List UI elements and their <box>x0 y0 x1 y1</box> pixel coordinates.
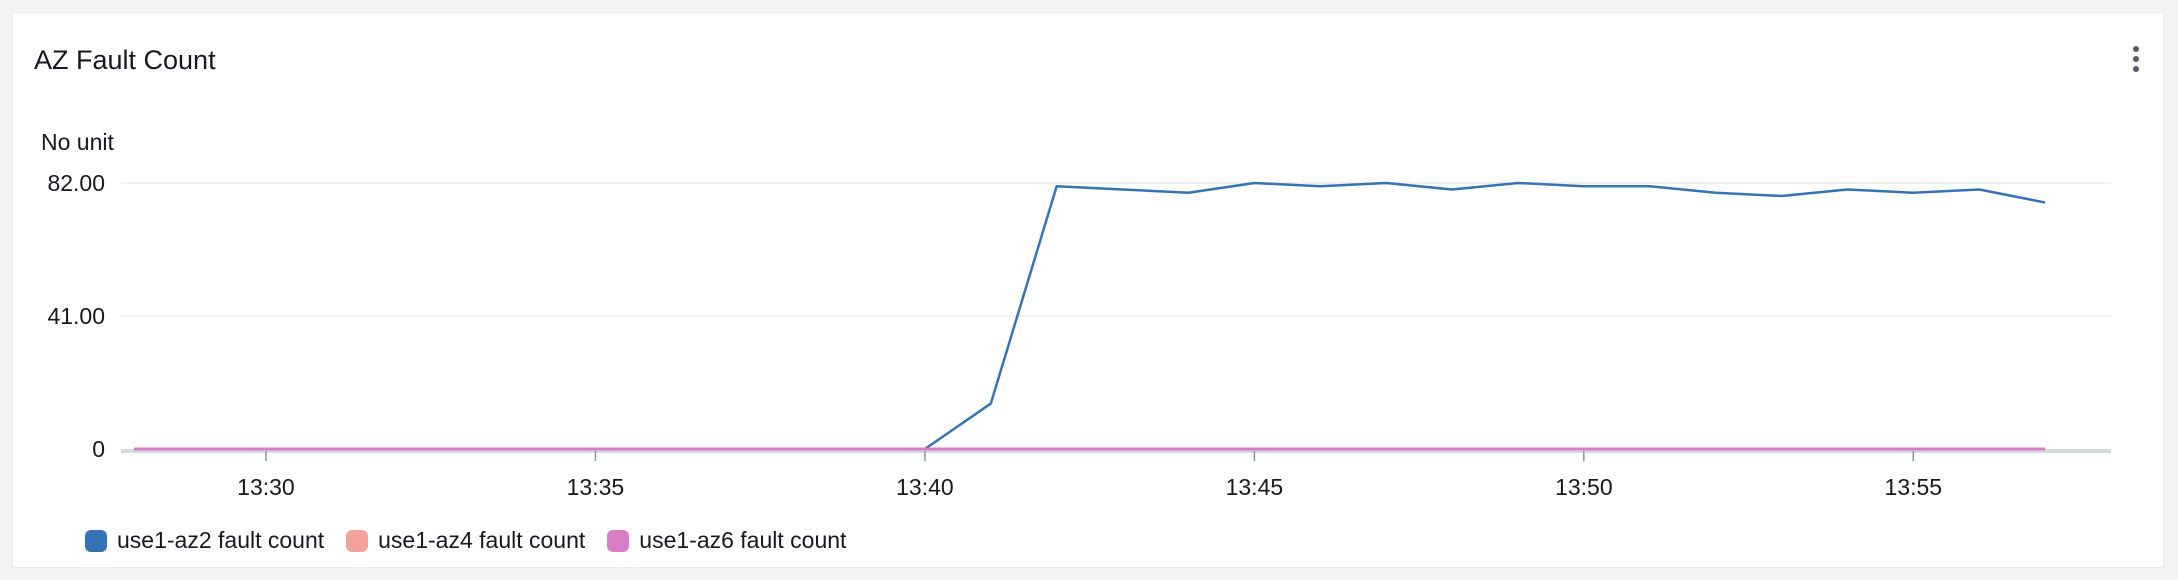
chart-legend: use1-az2 fault count use1-az4 fault count… <box>85 527 846 554</box>
menu-dot <box>2133 46 2139 52</box>
y-tick-label: 41.00 <box>47 303 105 329</box>
menu-dot <box>2133 56 2139 62</box>
more-vertical-icon[interactable] <box>2123 39 2149 79</box>
x-tick-label: 13:45 <box>1226 474 1284 500</box>
x-tick-label: 13:35 <box>567 474 625 500</box>
x-tick-label: 13:30 <box>237 474 295 500</box>
legend-item[interactable]: use1-az4 fault count <box>346 527 585 554</box>
x-tick-label: 13:40 <box>896 474 954 500</box>
legend-swatch <box>85 529 107 552</box>
legend-item[interactable]: use1-az6 fault count <box>607 527 846 554</box>
y-tick-label: 0 <box>92 436 105 462</box>
metric-widget: AZ Fault Count No unit 0 41.00 82.00 13:30 1… <box>12 12 2164 568</box>
menu-dot <box>2133 66 2139 72</box>
legend-label: use1-az6 fault count <box>639 527 847 553</box>
legend-item[interactable]: use1-az2 fault count <box>85 527 324 554</box>
y-axis-unit-label: No unit <box>41 129 114 155</box>
y-tick-label: 82.00 <box>47 170 105 196</box>
legend-swatch <box>346 529 369 552</box>
legend-label: use1-az2 fault count <box>117 527 325 553</box>
widget-title: AZ Fault Count <box>34 45 216 75</box>
x-tick-label: 13:50 <box>1555 474 1613 500</box>
legend-swatch <box>607 529 630 552</box>
legend-label: use1-az4 fault count <box>378 527 586 553</box>
x-tick-label: 13:55 <box>1885 474 1943 500</box>
line-chart[interactable]: 0 41.00 82.00 13:30 13:35 13:40 13:45 13:50 13:5… <box>13 13 2165 569</box>
